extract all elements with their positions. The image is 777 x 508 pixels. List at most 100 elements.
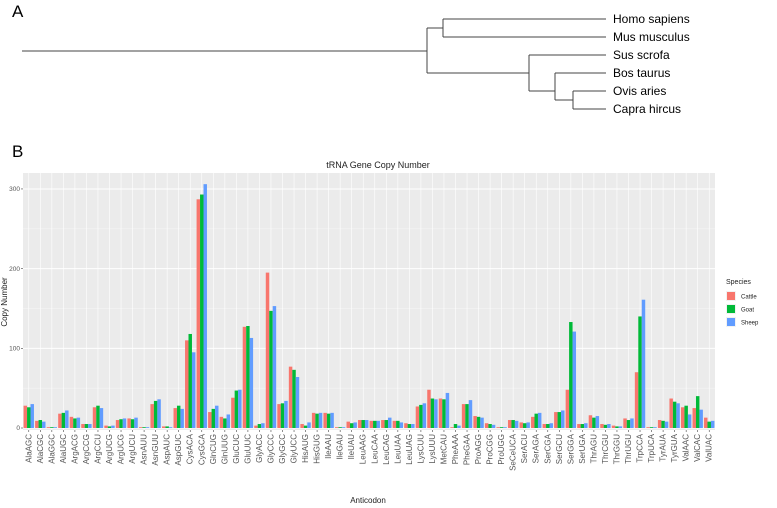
bar-cattle-54: [646, 427, 650, 428]
x-tick-label: ArgUCG: [117, 434, 126, 464]
bar-sheep-11: [157, 399, 161, 428]
bar-sheep-24: [307, 422, 311, 428]
x-tick-label: LeuCAA: [370, 433, 379, 463]
bar-sheep-6: [99, 408, 104, 428]
x-tick-label: AlaCGC: [36, 434, 45, 464]
x-tick-label: GluUUC: [243, 434, 252, 464]
bar-cattle-26: [323, 412, 327, 428]
x-tick-label: SerAGA: [532, 433, 541, 463]
bar-sheep-9: [134, 417, 138, 428]
bar-cattle-21: [265, 272, 270, 428]
y-axis: 0 100 200 300: [9, 186, 23, 432]
bar-goat-54: [649, 427, 654, 428]
bar-cattle-31: [381, 420, 385, 428]
phylogenetic-tree: [22, 18, 606, 110]
bar-goat-40: [488, 424, 492, 428]
species-homo-sapiens: Homo sapiens: [613, 12, 690, 26]
x-tick-label: GlyGCC: [278, 434, 287, 464]
legend-swatch-cattle: [727, 292, 735, 300]
panel-a-label: A: [12, 2, 24, 21]
bar-goat-19: [246, 326, 250, 428]
chart-title: tRNA Gene Copy Number: [326, 160, 430, 170]
bar-sheep-50: [607, 424, 611, 428]
bar-sheep-47: [572, 331, 577, 428]
bar-cattle-22: [277, 404, 281, 428]
species-bos-taurus: Bos taurus: [613, 66, 670, 80]
bar-goat-30: [373, 420, 377, 428]
x-tick-label: TrpCCA: [636, 433, 645, 462]
bar-sheep-31: [388, 417, 392, 428]
bar-cattle-53: [634, 372, 639, 428]
bar-goat-44: [534, 413, 538, 428]
bar-sheep-37: [457, 425, 461, 428]
bar-cattle-23: [288, 366, 293, 428]
bar-cattle-34: [415, 406, 420, 428]
legend: Species Cattle Goat Sheep: [726, 279, 759, 327]
bar-sheep-1: [42, 421, 46, 429]
x-tick-label: AlaUGC: [59, 434, 68, 464]
bar-sheep-28: [353, 422, 357, 428]
bar-cattle-14: [185, 340, 189, 428]
bar-goat-9: [130, 419, 135, 428]
bar-sheep-13: [180, 408, 184, 429]
bar-sheep-7: [111, 425, 115, 428]
bar-goat-6: [96, 405, 100, 428]
bar-sheep-23: [295, 377, 300, 428]
y-tick-label: 0: [16, 425, 20, 432]
bar-goat-13: [176, 405, 181, 428]
bar-sheep-59: [710, 420, 715, 428]
x-tick-label: TyrAUA: [659, 433, 668, 461]
bar-sheep-48: [584, 423, 588, 428]
y-axis-title: Copy Number: [0, 277, 9, 327]
bar-goat-33: [407, 424, 412, 428]
bar-sheep-53: [641, 299, 646, 428]
bar-goat-41: [499, 427, 504, 428]
bar-cattle-48: [577, 424, 581, 428]
bar-sheep-58: [699, 409, 703, 428]
bar-goat-59: [707, 421, 711, 429]
x-tick-label: TyrGUA: [670, 433, 679, 462]
bar-cattle-47: [565, 389, 570, 428]
bar-cattle-9: [127, 418, 131, 428]
bar-goat-24: [303, 425, 308, 428]
bar-sheep-38: [468, 400, 473, 428]
x-tick-label: ArgCCU: [93, 434, 102, 464]
x-tick-label: ValAAC: [682, 434, 691, 462]
bar-goat-1: [38, 420, 43, 428]
bar-sheep-35: [434, 399, 438, 428]
bar-goat-52: [626, 420, 631, 428]
bar-cattle-41: [496, 427, 500, 428]
bar-cattle-17: [219, 416, 224, 428]
bar-sheep-29: [364, 420, 369, 428]
bar-goat-3: [61, 412, 66, 428]
bar-sheep-12: [168, 427, 173, 428]
bar-goat-23: [292, 369, 296, 428]
bar-cattle-55: [657, 420, 662, 428]
bar-goat-49: [592, 417, 596, 428]
bar-cattle-49: [588, 415, 593, 428]
bar-sheep-20: [261, 423, 265, 428]
bar-sheep-26: [330, 412, 334, 428]
bar-goat-18: [234, 390, 239, 428]
bar-goat-55: [661, 420, 665, 428]
bar-cattle-19: [242, 326, 247, 428]
x-tick-label: AlaGGC: [47, 434, 56, 464]
bar-goat-27: [338, 427, 342, 428]
bar-cattle-13: [173, 408, 177, 428]
bar-sheep-30: [376, 420, 380, 428]
bar-goat-29: [361, 420, 365, 428]
bar-sheep-45: [549, 423, 553, 428]
bar-goat-31: [384, 420, 389, 428]
bar-goat-4: [73, 418, 77, 428]
x-tick-label: AspGUC: [174, 434, 183, 466]
x-tick-label: CysACA: [186, 433, 195, 464]
bar-cattle-18: [231, 397, 235, 428]
bar-sheep-27: [341, 427, 346, 428]
bar-goat-5: [84, 424, 89, 428]
bar-goat-37: [453, 424, 458, 428]
bar-cattle-5: [81, 424, 85, 428]
bar-cattle-51: [611, 425, 616, 428]
bar-cattle-0: [23, 405, 28, 428]
bar-cattle-58: [692, 408, 696, 428]
bar-cattle-50: [600, 424, 604, 428]
